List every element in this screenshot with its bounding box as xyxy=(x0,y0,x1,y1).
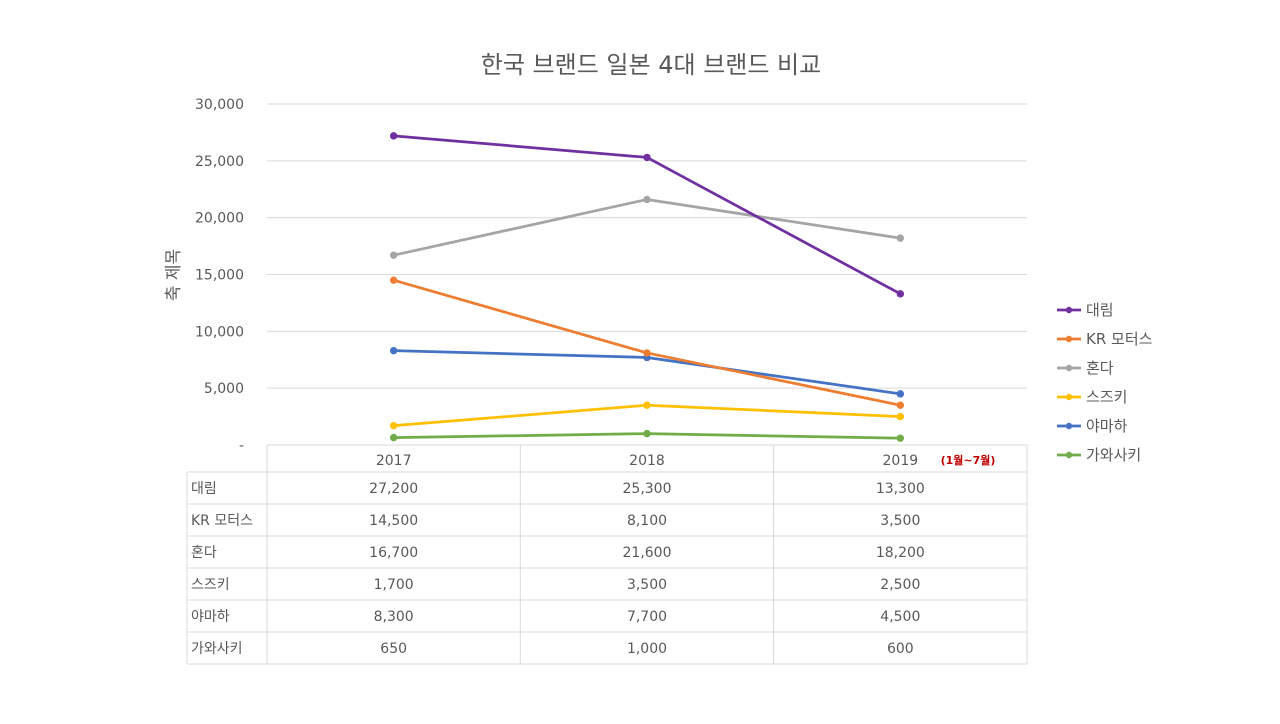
table-cell: 1,700 xyxy=(374,577,414,593)
table-cell: 1,000 xyxy=(627,641,667,657)
legend-marker xyxy=(1065,393,1073,401)
table-cell: 18,200 xyxy=(876,545,925,561)
table-cell: 600 xyxy=(887,641,914,657)
legend-marker xyxy=(1065,335,1073,343)
table-cell: 650 xyxy=(380,641,407,657)
data-point xyxy=(896,412,905,421)
table-cell: 16,700 xyxy=(369,545,418,561)
y-tick-label: 15,000 xyxy=(195,268,244,284)
data-point xyxy=(896,434,905,442)
legend-marker xyxy=(1065,451,1073,459)
data-point xyxy=(643,349,651,357)
legend-label: 스즈키 xyxy=(1086,388,1127,406)
data-point xyxy=(896,401,905,409)
data-point xyxy=(896,234,905,242)
y-axis-ticks: - 5,000 10,000 15,000 20,000 25,000 30,000 xyxy=(195,97,244,454)
y-tick-label: 5,000 xyxy=(204,381,244,397)
table-cell: 2,500 xyxy=(880,577,920,593)
series-lines xyxy=(389,132,905,442)
table-cell: 3,500 xyxy=(880,513,920,529)
legend-label: 대림 xyxy=(1086,301,1114,319)
data-point xyxy=(643,429,651,438)
table-cell: 21,600 xyxy=(623,545,672,561)
table-row-label: 가와사키 xyxy=(191,641,243,657)
data-point xyxy=(389,132,398,140)
table-cell: 25,300 xyxy=(623,481,672,497)
y-axis-title: 축 제목 xyxy=(164,249,184,301)
legend-marker xyxy=(1065,422,1073,430)
table-cell: 8,300 xyxy=(374,609,414,625)
series-line xyxy=(392,278,902,407)
data-point xyxy=(389,251,398,259)
table-row-label: KR 모터스 xyxy=(191,513,253,529)
data-point xyxy=(643,195,651,204)
data-point xyxy=(643,153,651,162)
data-point xyxy=(389,433,398,442)
table-cell: 13,300 xyxy=(876,481,925,497)
y-tick-label: 30,000 xyxy=(195,97,244,113)
data-point xyxy=(896,290,905,298)
y-tick-label: 10,000 xyxy=(195,324,244,340)
data-point xyxy=(643,401,651,409)
y-tick-label: 20,000 xyxy=(195,211,244,227)
legend-label: 야마하 xyxy=(1086,417,1128,435)
chart-title: 한국 브랜드 일본 4대 브랜드 비교 xyxy=(481,51,821,79)
table-row-label: 야마하 xyxy=(191,609,230,625)
table-cell: 27,200 xyxy=(369,481,418,497)
data-point xyxy=(896,390,905,398)
table-cell: 3,500 xyxy=(627,577,667,593)
data-point xyxy=(389,421,398,430)
grid-lines xyxy=(267,103,1027,389)
x-category-label: 2017 xyxy=(376,453,412,469)
y-tick-label: 25,000 xyxy=(195,154,244,170)
table-row-label: 스즈키 xyxy=(191,577,230,593)
data-point xyxy=(389,346,398,355)
table-cell: 8,100 xyxy=(627,513,667,529)
table-row-label: 혼다 xyxy=(191,545,217,561)
x-category-label: 2019 xyxy=(883,453,919,469)
category-note: (1월~7월) xyxy=(941,453,996,467)
table-cell: 14,500 xyxy=(369,513,418,529)
data-table: 2017 2018 2019 (1월~7월) 대림 27,200 25,300 13,300 K… xyxy=(186,444,1028,665)
table-cell: 4,500 xyxy=(880,609,920,625)
table-cell: 7,700 xyxy=(627,609,667,625)
legend-label: KR 모터스 xyxy=(1086,330,1153,348)
legend-marker xyxy=(1065,364,1073,372)
data-point xyxy=(389,276,398,284)
legend-label: 혼다 xyxy=(1086,359,1114,377)
legend-marker xyxy=(1065,306,1073,314)
y-tick-label: - xyxy=(239,438,244,454)
legend-label: 가와사키 xyxy=(1086,446,1141,464)
x-category-label: 2018 xyxy=(629,453,665,469)
series-line xyxy=(392,198,902,257)
table-row-label: 대림 xyxy=(191,481,217,497)
